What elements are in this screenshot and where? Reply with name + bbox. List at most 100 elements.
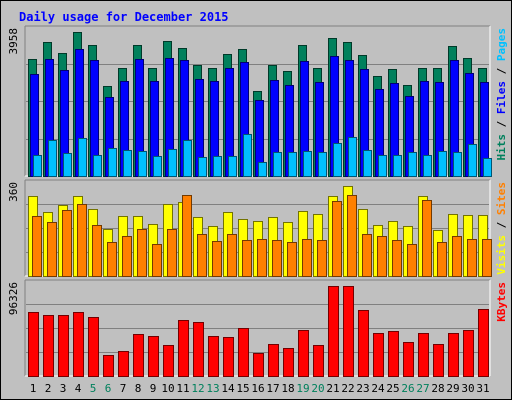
bar-pages-day-24 [378, 155, 387, 177]
x-tick-label-day-24: 24 [371, 382, 385, 395]
bar-sites-day-2 [47, 222, 57, 277]
panel-visits-sites: 360 Visits / Sites [7, 179, 508, 277]
bar-pages-day-3 [63, 153, 72, 177]
bar-pages-day-2 [48, 140, 57, 177]
bar-sites-day-11 [182, 195, 192, 277]
bar-kbytes-day-21 [328, 286, 339, 377]
x-tick-label-day-29: 29 [446, 382, 459, 395]
bar-sites-day-24 [377, 236, 387, 277]
legend-label-part: / [495, 114, 508, 134]
x-tick-label-day-17: 17 [266, 382, 279, 395]
x-tick-label-day-5: 5 [90, 382, 97, 395]
legend-label-part: Visits [495, 235, 508, 275]
bar-pages-day-22 [348, 137, 357, 177]
legend-label-part: / [495, 61, 508, 81]
bar-sites-day-18 [287, 242, 297, 277]
legend-label-part: Files [495, 81, 508, 114]
bar-kbytes-day-8 [133, 334, 144, 377]
x-tick-label-day-8: 8 [135, 382, 142, 395]
x-tick-label-day-28: 28 [431, 382, 444, 395]
bar-sites-day-30 [467, 239, 477, 277]
bar-pages-day-19 [303, 151, 312, 177]
legend-label-part: Pages [495, 28, 508, 61]
bar-sites-day-13 [212, 241, 222, 277]
bar-kbytes-day-24 [373, 333, 384, 377]
bar-pages-day-11 [183, 140, 192, 177]
bar-kbytes-day-9 [148, 336, 159, 377]
x-tick-label-day-18: 18 [281, 382, 294, 395]
panel-axis-legend: Hits / Files / Pages [495, 28, 508, 161]
bar-sites-day-12 [197, 234, 207, 277]
series-pages [33, 134, 492, 177]
bar-sites-day-27 [422, 200, 432, 277]
bar-pages-day-23 [363, 150, 372, 177]
bar-kbytes-day-30 [463, 330, 474, 377]
bar-pages-day-8 [138, 151, 147, 177]
bar-pages-day-26 [408, 152, 417, 177]
bar-pages-day-18 [288, 152, 297, 177]
bar-sites-day-28 [437, 242, 447, 277]
x-tick-label-day-22: 22 [341, 382, 354, 395]
bar-kbytes-day-31 [478, 309, 489, 377]
x-tick-label-day-30: 30 [461, 382, 474, 395]
x-tick-label-day-16: 16 [251, 382, 264, 395]
x-tick-label-day-14: 14 [221, 382, 235, 395]
bar-sites-day-19 [302, 239, 312, 277]
bar-kbytes-day-23 [358, 310, 369, 377]
legend-label-part: / [495, 215, 508, 235]
bar-pages-day-16 [258, 162, 267, 177]
x-tick-label-day-7: 7 [120, 382, 127, 395]
x-axis-day-labels: 1 2 3 4 5 6 7 8 9 10 11 12 13 14 15 16 17 18 19 20 21 22 23 24 2… [30, 382, 490, 395]
x-tick-label-day-20: 20 [311, 382, 324, 395]
bar-sites-day-23 [362, 234, 372, 277]
bar-sites-day-20 [317, 240, 327, 277]
x-tick-label-day-4: 4 [75, 382, 82, 395]
x-tick-label-day-2: 2 [45, 382, 52, 395]
bar-pages-day-21 [333, 143, 342, 177]
bar-pages-day-31 [483, 158, 492, 177]
bar-kbytes-day-13 [208, 336, 219, 377]
legend-label-part: Sites [495, 182, 508, 215]
x-tick-label-day-21: 21 [326, 382, 339, 395]
bar-kbytes-day-10 [163, 345, 174, 377]
bar-kbytes-day-22 [343, 286, 354, 377]
x-tick-label-day-15: 15 [236, 382, 249, 395]
bar-pages-day-25 [393, 155, 402, 177]
x-tick-label-day-12: 12 [191, 382, 204, 395]
bar-pages-day-28 [438, 151, 447, 177]
x-tick-label-day-27: 27 [416, 382, 429, 395]
bar-kbytes-day-4 [73, 312, 84, 377]
bar-sites-day-26 [407, 244, 417, 277]
bar-kbytes-day-15 [238, 328, 249, 377]
panel-hits-files-pages: 3958 Hits / Files / Pages [7, 25, 508, 177]
bar-pages-day-1 [33, 155, 42, 177]
panel-axis-legend: KBytes [495, 282, 508, 322]
bar-sites-day-1 [32, 216, 42, 277]
bar-kbytes-day-3 [58, 315, 69, 377]
bar-sites-day-7 [122, 236, 132, 277]
bar-kbytes-day-27 [418, 333, 429, 377]
bar-sites-day-3 [62, 210, 72, 277]
bar-kbytes-day-18 [283, 348, 294, 377]
bar-kbytes-day-11 [178, 320, 189, 377]
x-tick-label-day-10: 10 [161, 382, 174, 395]
bar-pages-day-5 [93, 155, 102, 177]
bar-kbytes-day-6 [103, 355, 114, 377]
chart-title: Daily usage for December 2015 [19, 10, 229, 24]
bar-pages-day-29 [453, 152, 462, 177]
bar-sites-day-15 [242, 240, 252, 277]
bar-kbytes-day-28 [433, 344, 444, 377]
bar-pages-day-30 [468, 144, 477, 177]
bar-kbytes-day-7 [118, 351, 129, 377]
bar-sites-day-25 [392, 240, 402, 277]
panel-kbytes: 96326 KBytes [7, 279, 508, 377]
bar-kbytes-day-26 [403, 342, 414, 377]
bar-sites-day-29 [452, 236, 462, 277]
x-tick-label-day-23: 23 [356, 382, 369, 395]
bar-sites-day-6 [107, 242, 117, 277]
bar-kbytes-day-12 [193, 322, 204, 377]
bar-kbytes-day-29 [448, 333, 459, 377]
bar-sites-day-5 [92, 225, 102, 277]
